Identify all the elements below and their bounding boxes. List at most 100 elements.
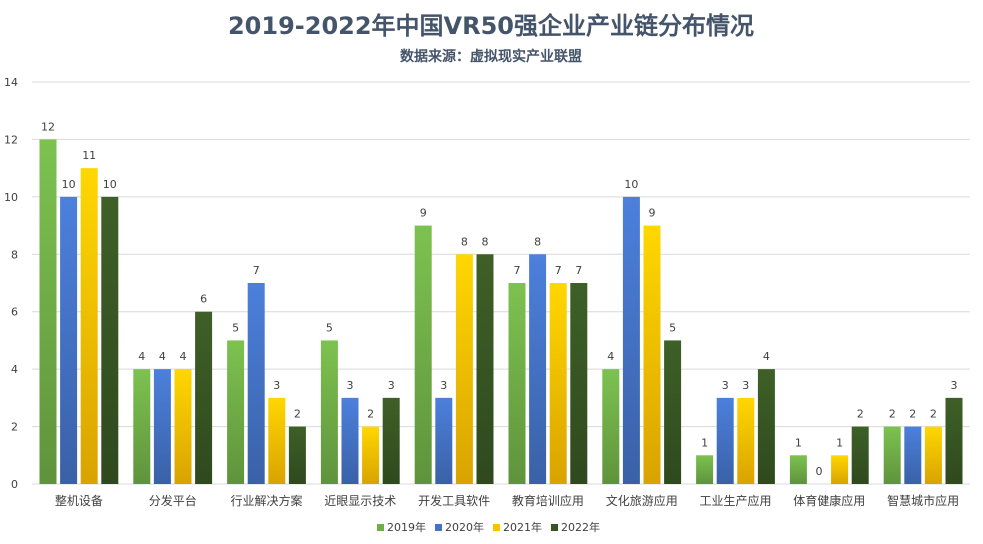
data-label: 2	[909, 408, 916, 421]
bar	[247, 283, 265, 484]
x-category-label: 体育健康应用	[793, 493, 865, 508]
bar	[883, 426, 901, 484]
data-label: 6	[200, 293, 207, 306]
data-label: 7	[555, 264, 562, 277]
data-label: 3	[951, 379, 958, 392]
x-category-label: 整机设备	[55, 493, 103, 508]
bar	[455, 254, 473, 484]
y-tick-label: 0	[11, 478, 18, 491]
bar	[904, 426, 922, 484]
data-label: 7	[253, 264, 260, 277]
data-label: 3	[388, 379, 395, 392]
x-category-label: 工业生产应用	[699, 493, 771, 508]
bar	[789, 455, 807, 484]
bar	[288, 426, 306, 484]
y-tick-label: 4	[11, 363, 18, 376]
x-category-label: 文化旅游应用	[606, 493, 678, 508]
data-label: 1	[836, 436, 843, 449]
data-label: 3	[347, 379, 354, 392]
data-label: 2	[857, 408, 864, 421]
y-tick-label: 2	[11, 421, 18, 434]
bar	[570, 283, 588, 484]
bar	[362, 426, 380, 484]
bar	[924, 426, 942, 484]
data-label: 12	[41, 120, 55, 133]
bar	[643, 225, 661, 485]
data-label: 4	[180, 350, 187, 363]
data-label: 3	[722, 379, 729, 392]
bar	[153, 369, 171, 484]
data-label: 8	[534, 235, 541, 248]
bar	[320, 340, 338, 484]
bars	[39, 139, 963, 485]
x-category-label: 分发平台	[149, 493, 197, 508]
bar	[80, 168, 98, 484]
data-label: 8	[461, 235, 468, 248]
bar	[622, 196, 640, 484]
bar	[101, 196, 119, 484]
x-category-label: 智慧城市应用	[887, 493, 959, 508]
data-label: 3	[273, 379, 280, 392]
legend-swatch	[493, 524, 500, 531]
x-category-label: 开发工具软件	[418, 493, 490, 508]
legend-swatch	[377, 524, 384, 531]
gridlines	[32, 81, 970, 485]
data-label: 11	[82, 149, 96, 162]
bar	[716, 397, 734, 484]
data-label: 8	[482, 235, 489, 248]
data-label: 1	[701, 436, 708, 449]
bar	[174, 369, 192, 484]
bar	[529, 254, 547, 484]
data-label: 10	[62, 178, 76, 191]
bar	[945, 397, 963, 484]
legend-label: 2021年	[503, 520, 542, 534]
bar	[602, 369, 620, 484]
data-label: 4	[763, 350, 770, 363]
data-label: 7	[575, 264, 582, 277]
data-label: 7	[514, 264, 521, 277]
x-category-label: 教育培训应用	[512, 493, 584, 508]
chart-title: 2019-2022年中国VR50强企业产业链分布情况	[228, 12, 754, 40]
data-label: 2	[367, 408, 374, 421]
bar	[851, 426, 869, 484]
y-tick-label: 8	[11, 248, 18, 261]
bar	[227, 340, 245, 484]
data-label: 9	[420, 207, 427, 220]
y-tick-label: 6	[11, 306, 18, 319]
data-label: 4	[159, 350, 166, 363]
x-axis-categories: 整机设备 分发平台 行业解决方案 近眼显示技术 开发工具软件 教育培训应用 文化旅游应用 工业…	[55, 493, 959, 508]
legend-label: 2020年	[445, 520, 484, 534]
data-label: 3	[742, 379, 749, 392]
data-label: 5	[232, 321, 239, 334]
data-label: 5	[326, 321, 333, 334]
bar	[831, 455, 849, 484]
bar	[133, 369, 151, 484]
bar	[664, 340, 682, 484]
bar	[435, 397, 453, 484]
data-label: 5	[669, 321, 676, 334]
data-label: 2	[930, 408, 937, 421]
data-label: 2	[889, 408, 896, 421]
bar	[414, 225, 432, 485]
chart-subtitle: 数据来源：虚拟现实产业联盟	[400, 48, 582, 65]
legend-label: 2022年	[561, 520, 600, 534]
x-category-label: 行业解决方案	[230, 493, 302, 508]
y-tick-label: 14	[4, 76, 18, 89]
bar	[195, 311, 213, 484]
data-label: 10	[103, 178, 117, 191]
y-axis-ticks: 0 2 4 6 8 10 12 14	[4, 76, 18, 491]
bar	[549, 283, 567, 484]
bar	[341, 397, 359, 484]
bar	[476, 254, 494, 484]
legend-label: 2019年	[387, 520, 426, 534]
bar	[60, 196, 78, 484]
data-label: 4	[138, 350, 145, 363]
bar	[382, 397, 400, 484]
bar	[268, 397, 286, 484]
data-label: 2	[294, 408, 301, 421]
bar	[508, 283, 526, 484]
data-label: 9	[649, 207, 656, 220]
bar	[696, 455, 714, 484]
data-label: 1	[795, 436, 802, 449]
